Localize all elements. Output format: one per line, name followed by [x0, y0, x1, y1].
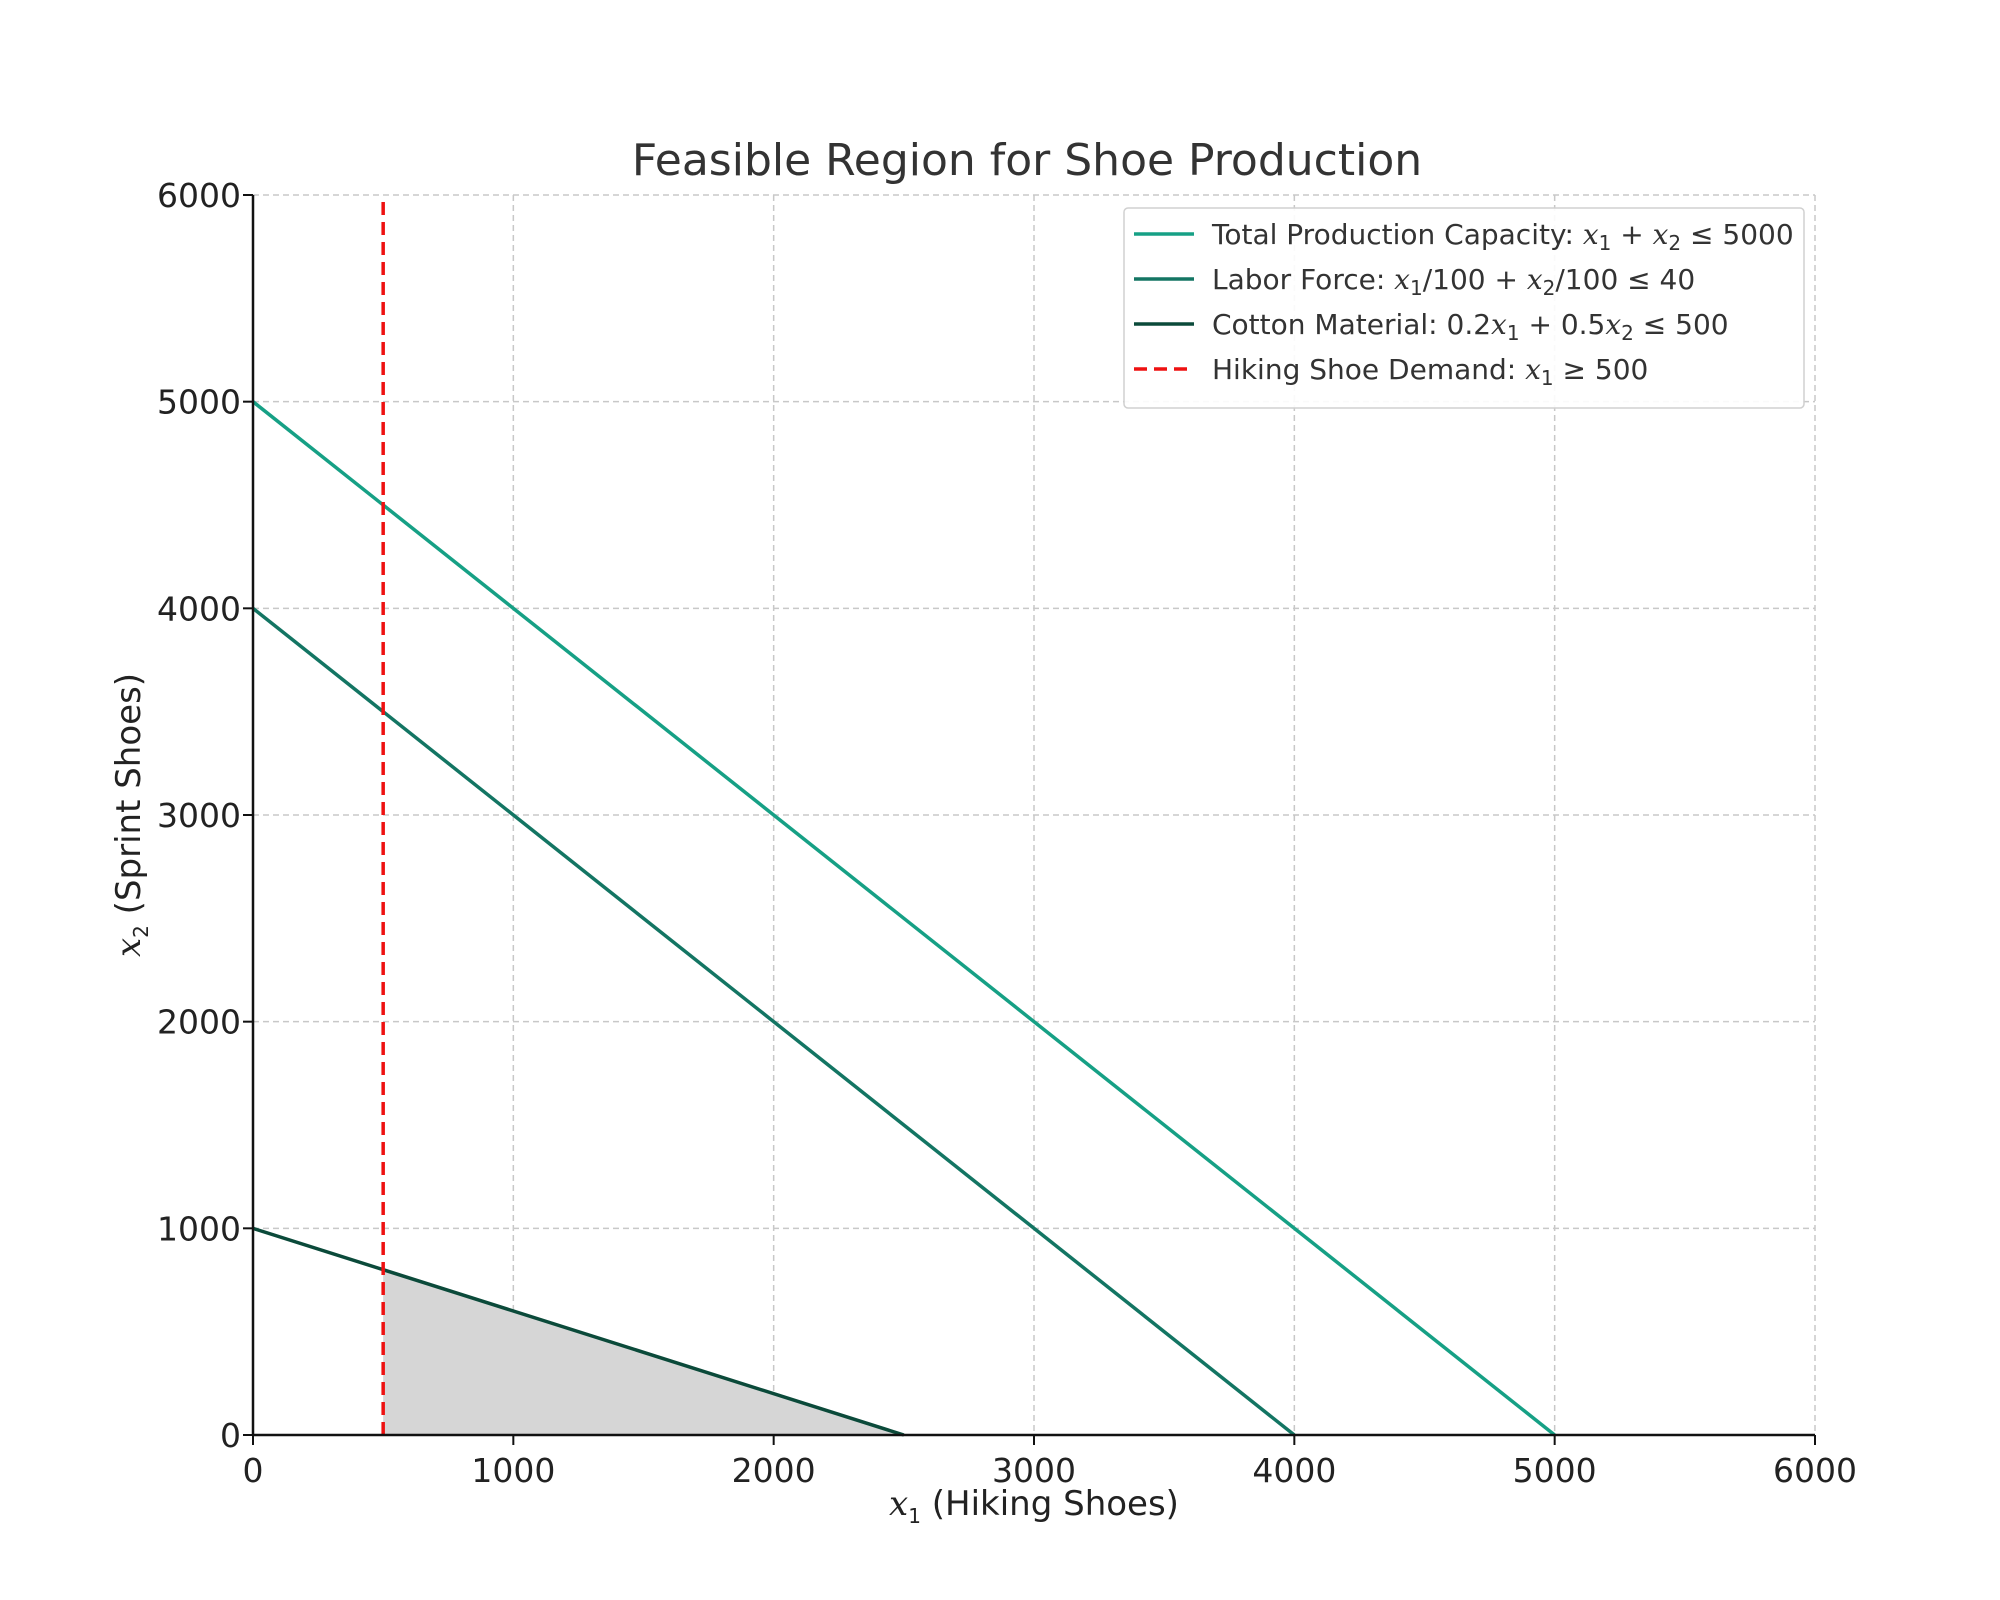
x-tick-label-3: 3000 — [992, 1451, 1076, 1490]
legend-label-0: Total Production Capacity: x1 + x2 ≤ 500… — [1211, 218, 1794, 255]
legend-label-1: Labor Force: x1/100 + x2/100 ≤ 40 — [1212, 263, 1695, 300]
axis-labels: x1 (Hiking Shoes) x2 (Sprint Shoes) — [109, 673, 1179, 1528]
series-line-1 — [251, 606, 1296, 1437]
x-tick-label-0: 0 — [243, 1451, 264, 1490]
x-tick-label-5: 5000 — [1513, 1451, 1597, 1490]
series-line-2 — [252, 1226, 905, 1437]
legend-label-2: Cotton Material: 0.2x1 + 0.5x2 ≤ 500 — [1212, 308, 1729, 345]
legend: Total Production Capacity: x1 + x2 ≤ 500… — [1123, 207, 1805, 409]
y-tick-label-1: 1000 — [157, 1209, 241, 1248]
tick-labels: 0 1000 2000 3000 4000 5000 6000 0 1000 2000 3000 40… — [157, 176, 1857, 1490]
series-layer — [251, 195, 1556, 1437]
y-tick-label-6: 6000 — [157, 176, 241, 215]
x-axis-label: x1 (Hiking Shoes) — [889, 1484, 1179, 1528]
series-line-0 — [251, 400, 1556, 1437]
legend-box — [1123, 207, 1805, 409]
chart-title: Feasible Region for Shoe Production — [632, 135, 1422, 186]
x-tick-label-4: 4000 — [1252, 1451, 1336, 1490]
y-tick-label-4: 4000 — [157, 589, 241, 628]
y-axis-label: x2 (Sprint Shoes) — [109, 673, 153, 957]
x-tick-label-6: 6000 — [1773, 1451, 1857, 1490]
x-tick-label-1: 1000 — [471, 1451, 555, 1490]
x-tick-label-2: 2000 — [732, 1451, 816, 1490]
y-tick-label-3: 3000 — [157, 796, 241, 835]
legend-label-3: Hiking Shoe Demand: x1 ≥ 500 — [1212, 353, 1648, 390]
y-tick-label-0: 0 — [220, 1416, 241, 1455]
y-tick-label-2: 2000 — [157, 1003, 241, 1042]
y-tick-label-5: 5000 — [157, 383, 241, 422]
